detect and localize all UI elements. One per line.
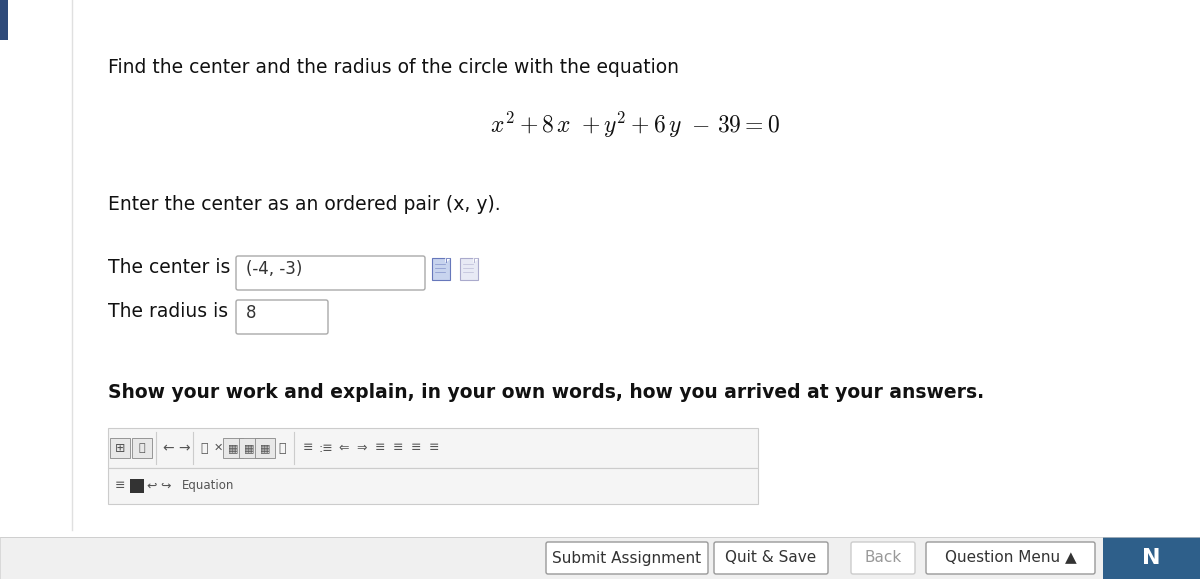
Text: The radius is: The radius is [108, 302, 228, 321]
Text: ≡: ≡ [302, 442, 313, 455]
FancyBboxPatch shape [108, 468, 758, 504]
FancyBboxPatch shape [714, 542, 828, 574]
Text: 🔍: 🔍 [278, 442, 286, 455]
FancyBboxPatch shape [223, 438, 242, 458]
Text: ▦: ▦ [244, 443, 254, 453]
Text: ≡: ≡ [392, 442, 403, 455]
Text: ≡: ≡ [428, 442, 439, 455]
Text: (-4, -3): (-4, -3) [246, 260, 302, 278]
Text: ⇒: ⇒ [356, 442, 367, 455]
Text: ⤢: ⤢ [139, 443, 145, 453]
FancyBboxPatch shape [851, 542, 916, 574]
Polygon shape [446, 258, 450, 262]
FancyBboxPatch shape [546, 542, 708, 574]
Text: ▦: ▦ [228, 443, 239, 453]
FancyBboxPatch shape [0, 0, 8, 40]
FancyBboxPatch shape [130, 479, 144, 493]
Text: ≡: ≡ [115, 479, 125, 493]
Polygon shape [474, 258, 478, 262]
FancyBboxPatch shape [108, 428, 758, 468]
Text: ▦: ▦ [259, 443, 270, 453]
Text: ↪: ↪ [161, 479, 172, 493]
FancyBboxPatch shape [0, 537, 1200, 579]
Text: ≡: ≡ [374, 442, 385, 455]
Text: ✕: ✕ [214, 443, 223, 453]
Text: Quit & Save: Quit & Save [725, 551, 817, 566]
Text: Equation: Equation [182, 479, 234, 493]
FancyBboxPatch shape [236, 300, 328, 334]
FancyBboxPatch shape [110, 438, 130, 458]
FancyBboxPatch shape [460, 258, 478, 280]
Text: $\mathit{x}^2 + 8\,\mathit{x}\ +\mathit{y}^2 + 6\,\mathit{y}\ -\,39 = 0$: $\mathit{x}^2 + 8\,\mathit{x}\ +\mathit{… [490, 110, 780, 140]
FancyBboxPatch shape [432, 258, 450, 280]
FancyBboxPatch shape [256, 438, 275, 458]
Text: ←: ← [162, 441, 174, 455]
Text: ⧉: ⧉ [200, 442, 208, 455]
Text: 8: 8 [246, 304, 257, 322]
Text: Submit Assignment: Submit Assignment [552, 551, 702, 566]
FancyBboxPatch shape [926, 542, 1096, 574]
Text: Find the center and the radius of the circle with the equation: Find the center and the radius of the ci… [108, 58, 679, 77]
FancyBboxPatch shape [236, 256, 425, 290]
FancyBboxPatch shape [1103, 537, 1200, 579]
Text: ≡: ≡ [410, 442, 421, 455]
Text: ↩: ↩ [146, 479, 157, 493]
Text: :≡: :≡ [319, 442, 334, 455]
FancyBboxPatch shape [239, 438, 259, 458]
Text: N: N [1142, 548, 1160, 568]
Text: Show your work and explain, in your own words, how you arrived at your answers.: Show your work and explain, in your own … [108, 383, 984, 402]
FancyBboxPatch shape [132, 438, 152, 458]
Text: Question Menu ▲: Question Menu ▲ [944, 551, 1076, 566]
Text: The center is: The center is [108, 258, 230, 277]
Text: Back: Back [864, 551, 901, 566]
Text: ⊞: ⊞ [115, 442, 125, 455]
Text: Enter the center as an ordered pair (x, y).: Enter the center as an ordered pair (x, … [108, 195, 500, 214]
Text: →: → [178, 441, 190, 455]
Text: ⇐: ⇐ [338, 442, 349, 455]
